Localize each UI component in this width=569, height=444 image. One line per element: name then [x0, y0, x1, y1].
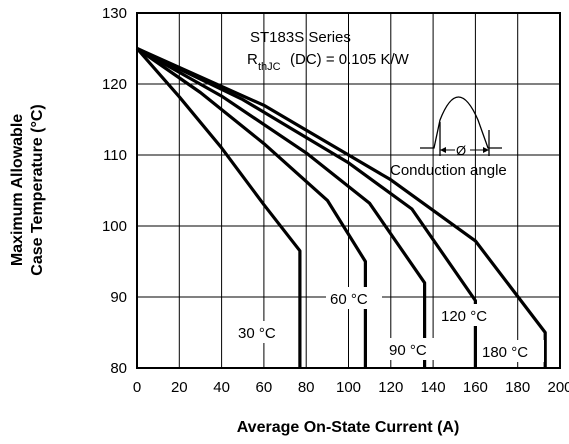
x-tick-label: 60 [256, 379, 273, 396]
x-axis-title: Average On-State Current (A) [237, 419, 460, 436]
conduction-waveform-icon [420, 96, 502, 156]
x-tick-label: 80 [298, 379, 315, 396]
tick-labels: 0 20 40 60 80 100 120 140 160 180 200 80 90 100 110 120… [102, 5, 569, 396]
x-tick-label: 40 [213, 379, 230, 396]
label-30c: 30 °C [238, 325, 276, 342]
y-tick-label: 100 [102, 218, 127, 235]
rth-subscript: thJC [258, 61, 281, 73]
series-line-2 [136, 47, 367, 368]
label-60c: 60 °C [330, 291, 368, 308]
series-line-3 [136, 47, 427, 368]
label-180c: 180 °C [482, 344, 528, 361]
series-line-1 [135, 47, 302, 368]
y-tick-label: 110 [103, 147, 127, 164]
grid [137, 13, 560, 368]
label-120c: 120 °C [441, 308, 487, 325]
rth-value: (DC) = 0.105 K/W [290, 51, 410, 68]
y-tick-label: 90 [110, 289, 127, 306]
x-tick-label: 140 [421, 379, 446, 396]
rth-symbol: R [247, 51, 258, 68]
x-tick-label: 160 [463, 379, 488, 396]
conduction-angle-label: Conduction angle [390, 162, 507, 179]
y-axis-title-line-2: Case Temperature (°C) [29, 104, 46, 275]
x-tick-label: 180 [505, 379, 530, 396]
x-tick-label: 200 [547, 379, 569, 396]
y-tick-label: 130 [102, 5, 127, 22]
series-title-text: ST183S Series [250, 29, 351, 46]
series-labels: 30 °C 60 °C 90 °C 120 °C 180 °C [234, 287, 544, 362]
label-90c: 90 °C [389, 342, 427, 359]
plot-frame [136, 12, 561, 369]
series-line-5 [136, 47, 547, 368]
x-tick-label: 120 [378, 379, 403, 396]
y-axis-title: Maximum Allowable Case Temperature (°C) [9, 104, 46, 275]
x-tick-label: 0 [133, 379, 141, 396]
y-axis-title-line-1: Maximum Allowable [9, 114, 26, 266]
annotation-block: ST183S Series R thJC (DC) = 0.105 K/W Co… [247, 29, 507, 179]
x-tick-label: 20 [171, 379, 188, 396]
phi-symbol: Ø [456, 143, 466, 158]
x-tick-label: 100 [336, 379, 361, 396]
y-tick-label: 80 [110, 360, 127, 377]
y-tick-label: 120 [102, 76, 127, 93]
